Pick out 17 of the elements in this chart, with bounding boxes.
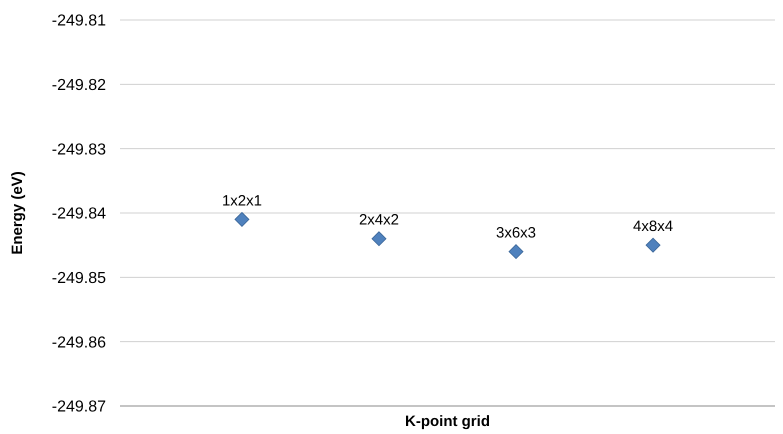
y-tick-label: -249.86 — [52, 334, 106, 352]
y-tick-label: -249.82 — [52, 76, 106, 94]
y-tick-label: -249.83 — [52, 141, 106, 158]
point — [234, 212, 250, 227]
point — [508, 244, 524, 259]
y-axis-title: Energy (eV) — [9, 171, 26, 255]
y-tick-label: -249.81 — [52, 12, 106, 30]
data-label: 4x8x4 — [633, 218, 674, 236]
data-label: 3x6x3 — [496, 224, 536, 242]
y-tick-label: -249.87 — [52, 398, 106, 416]
data-label: 1x2x1 — [222, 192, 262, 210]
point — [372, 231, 386, 246]
point — [646, 238, 660, 253]
x-axis-title: K-point grid — [405, 413, 490, 430]
y-tick-label: -249.85 — [52, 270, 106, 287]
y-tick-label: -249.84 — [52, 206, 106, 223]
data-label: 2x4x2 — [358, 212, 399, 229]
